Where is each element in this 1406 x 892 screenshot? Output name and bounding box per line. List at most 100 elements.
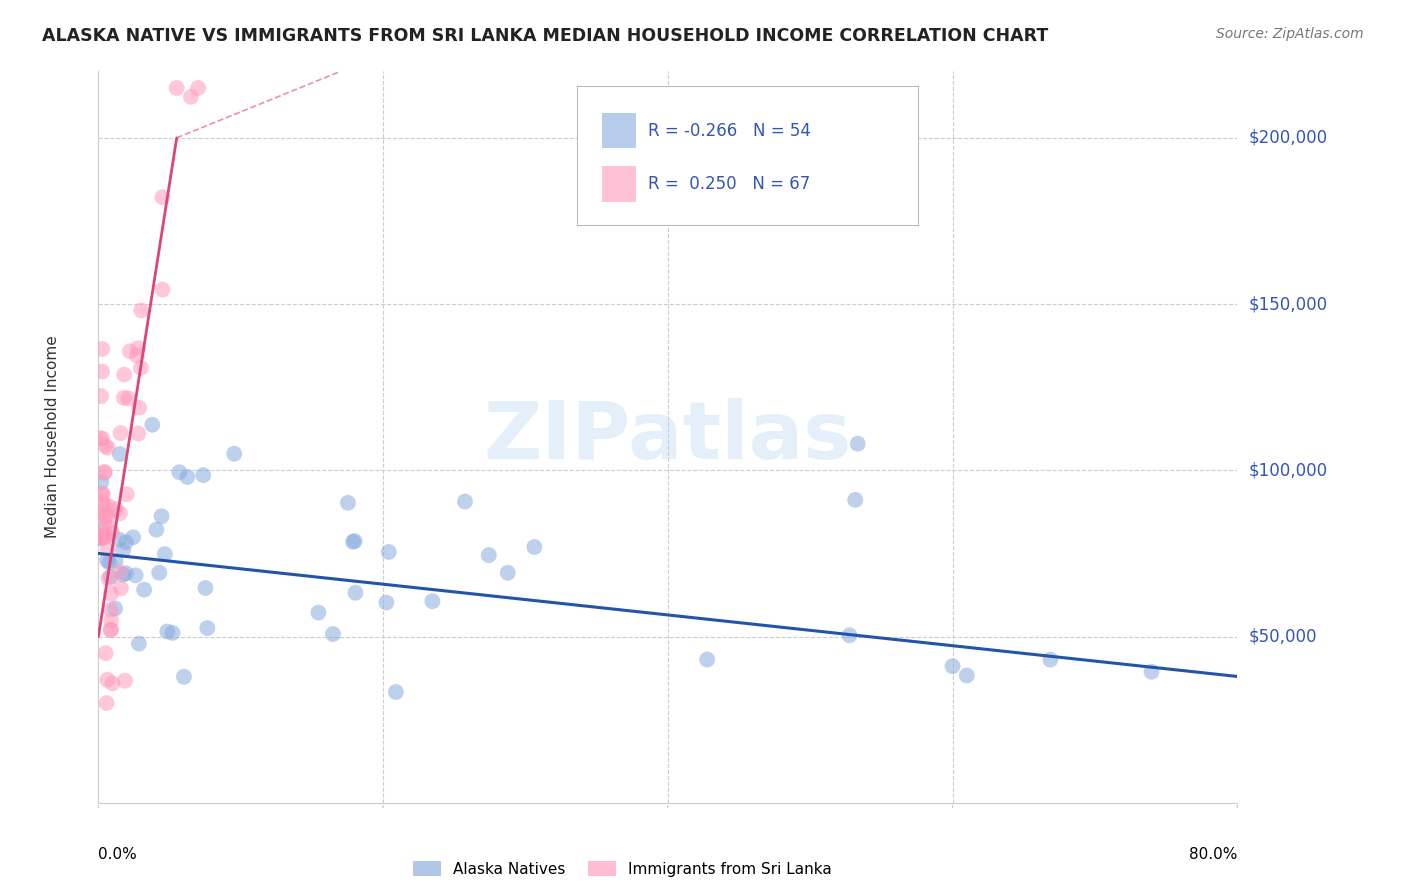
Point — [336, 496, 359, 510]
Point — [100, 587, 122, 601]
Point — [100, 614, 122, 628]
Text: 80.0%: 80.0% — [1189, 847, 1237, 862]
Point — [104, 554, 127, 568]
Point — [375, 595, 398, 609]
Point — [110, 426, 132, 441]
Point — [93, 519, 115, 533]
Point — [90, 524, 112, 538]
Point — [115, 487, 138, 501]
Point — [89, 530, 111, 544]
Point — [1140, 665, 1163, 679]
Point — [152, 190, 174, 204]
Point — [942, 659, 965, 673]
Point — [169, 465, 191, 479]
Point — [129, 360, 152, 375]
Point — [100, 603, 122, 617]
Point — [98, 522, 121, 536]
Text: R = -0.266   N = 54: R = -0.266 N = 54 — [648, 121, 811, 140]
Point — [115, 566, 138, 581]
Point — [97, 571, 120, 585]
Point — [127, 341, 149, 355]
Point — [153, 547, 176, 561]
Point — [91, 365, 114, 379]
Text: $150,000: $150,000 — [1249, 295, 1327, 313]
Point — [117, 392, 139, 406]
Point — [124, 568, 146, 582]
Point — [344, 586, 367, 600]
Point — [100, 623, 122, 637]
Point — [141, 417, 163, 432]
Point — [162, 626, 184, 640]
Point — [89, 530, 111, 544]
Point — [118, 344, 141, 359]
Point — [343, 534, 366, 549]
Point — [307, 606, 329, 620]
Point — [523, 540, 546, 554]
Point — [108, 447, 131, 461]
Point — [90, 532, 112, 546]
Point — [90, 389, 112, 403]
Point — [100, 570, 122, 584]
Point — [108, 565, 131, 579]
Point — [322, 627, 344, 641]
Text: $50,000: $50,000 — [1249, 628, 1317, 646]
Point — [101, 525, 124, 540]
Point — [195, 621, 218, 635]
Point — [94, 530, 117, 544]
Point — [108, 533, 131, 547]
Point — [101, 676, 124, 690]
Point — [193, 468, 215, 483]
Point — [96, 696, 118, 710]
Point — [134, 582, 156, 597]
Point — [342, 534, 364, 549]
Point — [93, 498, 115, 512]
Point — [104, 601, 127, 615]
Point — [91, 487, 114, 501]
Point — [110, 582, 132, 596]
Point — [478, 548, 501, 562]
Point — [145, 523, 167, 537]
Point — [104, 502, 127, 516]
Text: Median Household Income: Median Household Income — [45, 335, 60, 539]
Point — [94, 439, 117, 453]
FancyBboxPatch shape — [602, 167, 636, 202]
Point — [176, 470, 198, 484]
Text: R =  0.250   N = 67: R = 0.250 N = 67 — [648, 175, 811, 193]
Point — [97, 499, 120, 513]
Text: Source: ZipAtlas.com: Source: ZipAtlas.com — [1216, 27, 1364, 41]
Point — [91, 432, 114, 446]
Point — [129, 303, 152, 318]
FancyBboxPatch shape — [602, 113, 636, 148]
Text: ZIPatlas: ZIPatlas — [484, 398, 852, 476]
Point — [112, 368, 135, 382]
Point — [122, 530, 145, 544]
Point — [89, 530, 111, 544]
Point — [94, 530, 117, 544]
Point — [91, 530, 114, 544]
Point — [115, 535, 138, 549]
Point — [108, 506, 131, 520]
Point — [454, 494, 477, 508]
Point — [93, 530, 115, 544]
Point — [422, 594, 444, 608]
Point — [378, 545, 401, 559]
Point — [90, 530, 112, 544]
Point — [173, 670, 195, 684]
Point — [112, 567, 135, 582]
Text: $200,000: $200,000 — [1249, 128, 1327, 147]
Point — [696, 652, 718, 666]
Point — [166, 81, 188, 95]
Point — [956, 668, 979, 682]
Legend: Alaska Natives, Immigrants from Sri Lanka: Alaska Natives, Immigrants from Sri Lank… — [406, 855, 838, 883]
Point — [91, 487, 114, 501]
Point — [90, 530, 112, 544]
FancyBboxPatch shape — [576, 86, 918, 225]
Point — [128, 401, 150, 415]
Point — [100, 623, 122, 637]
Point — [112, 543, 135, 558]
Point — [90, 505, 112, 519]
Point — [838, 628, 860, 642]
Point — [844, 492, 866, 507]
Point — [148, 566, 170, 580]
Point — [496, 566, 519, 580]
